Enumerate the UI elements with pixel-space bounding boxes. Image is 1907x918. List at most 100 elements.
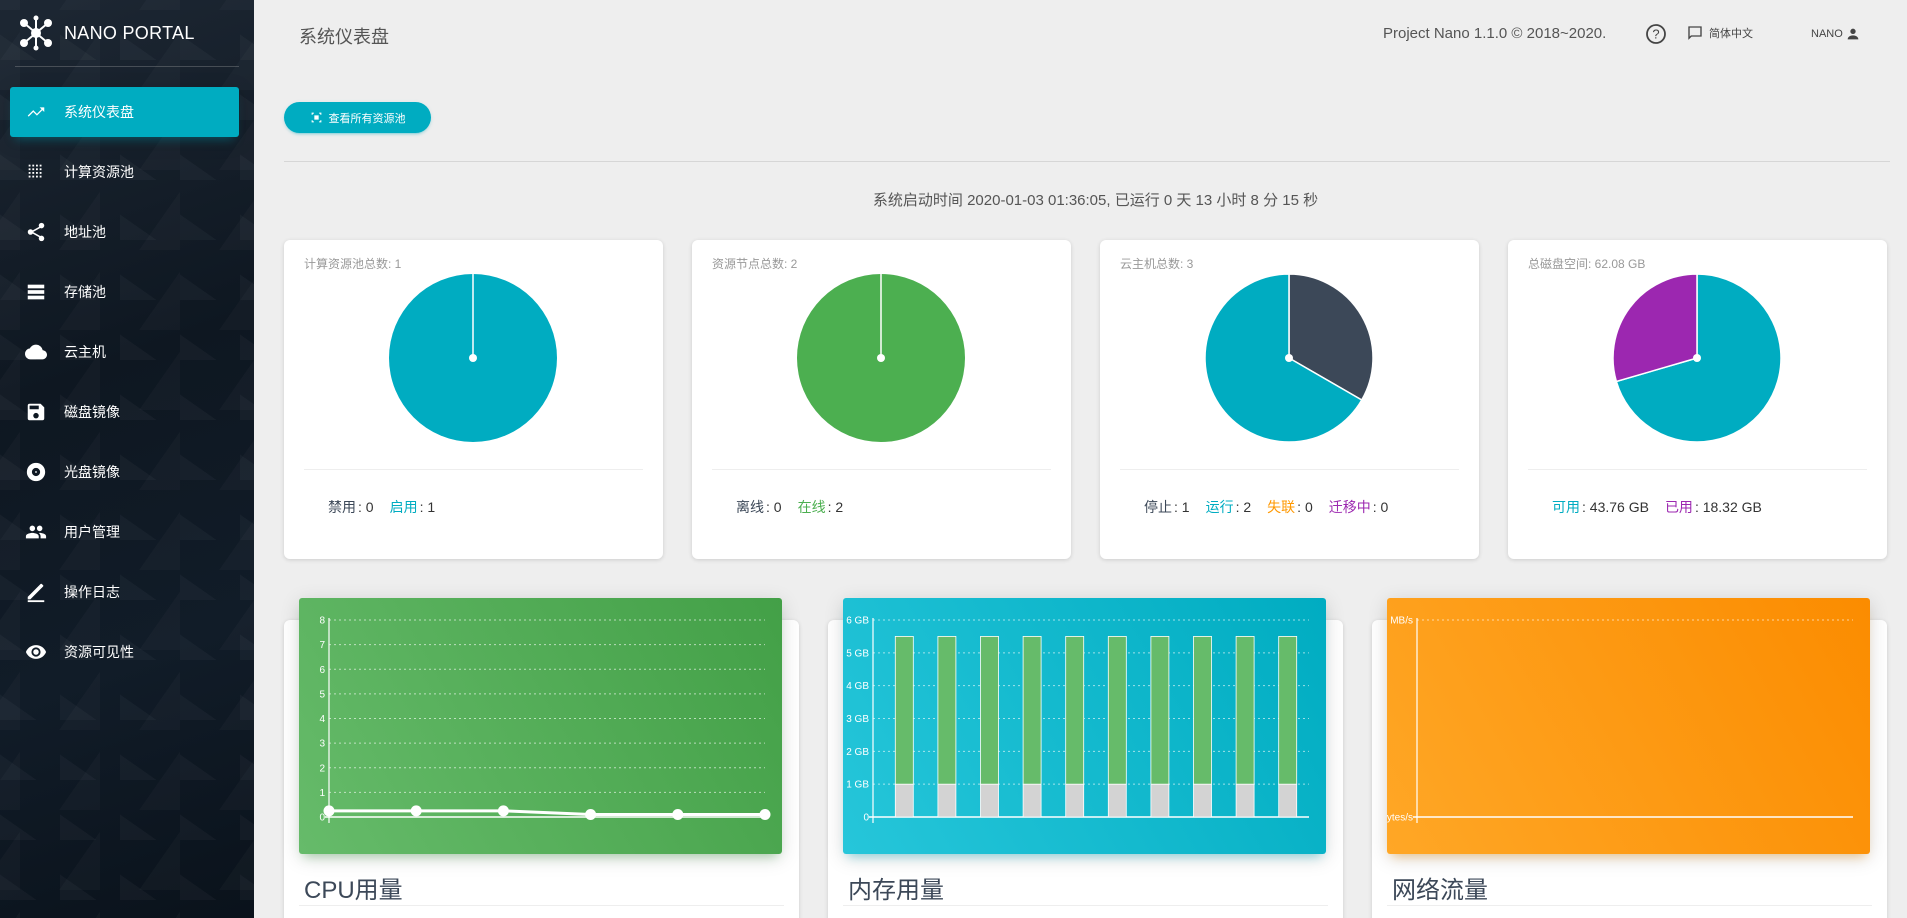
bar-segment — [980, 636, 999, 785]
y-tick-label: 6 GB — [846, 616, 869, 627]
memory-usage-card: 0 1 GB 2 GB 3 GB 4 GB 5 GB 6 GB 内存用量 — [828, 598, 1343, 918]
sidebar-item-compute-pools[interactable]: 计算资源池 — [10, 147, 239, 197]
network-traffic-card: 0 Bytes/s 1 MB/s 网络流量 — [1372, 598, 1887, 918]
bar-segment — [1065, 636, 1085, 785]
legend-label: 已用 — [1664, 499, 1693, 515]
bar-segment — [1022, 636, 1042, 785]
legend-value: 0 — [1304, 499, 1313, 515]
legend-item: 启用: 1 — [389, 499, 436, 515]
cpu-chart-panel: 0 1 2 3 4 5 6 7 8 — [299, 598, 782, 854]
bar-segment — [937, 783, 957, 818]
sidebar-item-storage-pools[interactable]: 存储池 — [10, 267, 239, 317]
sidebar-item-iso-images[interactable]: 光盘镜像 — [10, 447, 239, 497]
y-tick-label: 7 — [319, 640, 325, 651]
legend-value: 2 — [835, 499, 844, 515]
data-point — [672, 809, 684, 821]
sidebar-item-label: 系统仪表盘 — [64, 104, 134, 120]
legend-label: 可用 — [1552, 499, 1580, 515]
page-title: 系统仪表盘 — [299, 27, 389, 47]
y-tick-label: 5 — [319, 689, 325, 700]
card-caption: 总磁盘空间: 62.08 GB — [1528, 257, 1646, 271]
card-divider — [843, 905, 1328, 906]
legend-item: 可用: 43.76 GB — [1552, 499, 1649, 515]
instance-card: 云主机总数: 3 停止: 1 运行: 2 失联: 0 迁移中: 0 — [1100, 240, 1479, 559]
pool-icon — [311, 112, 321, 123]
legend-value: 2 — [1243, 499, 1252, 515]
memory-usage-chart: 0 1 GB 2 GB 3 GB 4 GB 5 GB 6 GB — [846, 616, 1309, 824]
save-disk-icon — [24, 400, 48, 424]
bar-segment — [1193, 636, 1212, 785]
legend-item: 运行: 2 — [1205, 499, 1252, 515]
legend-item: 迁移中: 0 — [1328, 499, 1389, 515]
eye-icon — [24, 640, 48, 664]
people-icon — [24, 520, 48, 544]
sidebar-item-users[interactable]: 用户管理 — [10, 507, 239, 557]
sidebar-item-logs[interactable]: 操作日志 — [10, 567, 239, 617]
person-icon — [1847, 28, 1859, 40]
help-icon[interactable]: ? — [1644, 22, 1668, 46]
user-name: NANO — [1811, 28, 1843, 40]
resource-node-pie — [797, 274, 965, 442]
legend-label: 运行 — [1205, 499, 1234, 515]
y-tick-label: 3 — [319, 739, 325, 750]
network-traffic-chart: 0 Bytes/s 1 MB/s — [1387, 616, 1853, 824]
sidebar-item-instances[interactable]: 云主机 — [10, 327, 239, 377]
bar-segment — [1022, 783, 1042, 818]
chart-title: 网络流量 — [1392, 877, 1488, 904]
user-menu-button[interactable]: NANO — [1811, 26, 1861, 42]
card-divider — [1387, 905, 1872, 906]
data-point — [323, 805, 335, 817]
bar-segment — [894, 783, 914, 818]
resource-node-card: 资源节点总数: 2 离线: 0 在线: 2 — [692, 240, 1071, 559]
disk-space-card: 总磁盘空间: 62.08 GB 可用: 43.76 GB 已用: 18.32 G… — [1508, 240, 1887, 559]
network-chart-panel: 0 Bytes/s 1 MB/s — [1387, 598, 1870, 854]
pie-center-dot — [1285, 354, 1293, 362]
legend-value: 43.76 GB — [1589, 499, 1649, 515]
pie-slice — [1288, 273, 1374, 402]
bar-segment — [1278, 783, 1298, 818]
compute-pool-pie — [389, 274, 557, 442]
sidebar-item-label: 操作日志 — [64, 584, 120, 600]
sidebar-item-label: 存储池 — [64, 284, 106, 300]
chart-title: 内存用量 — [848, 877, 944, 904]
bar-segment — [1150, 636, 1170, 785]
y-tick-label: 4 — [319, 714, 325, 725]
pie-slice — [1204, 273, 1363, 443]
sidebar-item-address-pools[interactable]: 地址池 — [10, 207, 239, 257]
series-line — [329, 809, 765, 817]
data-point — [497, 805, 509, 817]
sidebar-item-label: 磁盘镜像 — [64, 404, 120, 420]
legend-item: 禁用: 0 — [328, 499, 374, 515]
legend-item: 在线: 2 — [797, 499, 844, 515]
sidebar-item-dashboard[interactable]: 系统仪表盘 — [10, 87, 239, 137]
y-tick-label: 1 — [319, 788, 325, 799]
legend-value: 1 — [1181, 499, 1190, 515]
storage-list-icon — [24, 280, 48, 304]
y-tick-label: 4 GB — [846, 681, 869, 692]
legend-value: 18.32 GB — [1702, 499, 1762, 515]
brand[interactable]: NANO PORTAL — [0, 0, 254, 66]
view-all-pools-button[interactable]: 查看所有资源池 — [284, 102, 431, 133]
language-button[interactable]: 简体中文 — [1686, 24, 1753, 42]
legend-item: 失联: 0 — [1267, 499, 1313, 515]
legend-value: 1 — [427, 499, 436, 515]
brand-divider — [15, 66, 239, 67]
sidebar-item-visibility[interactable]: 资源可见性 — [10, 627, 239, 677]
data-point — [585, 809, 597, 821]
sidebar-item-disk-images[interactable]: 磁盘镜像 — [10, 387, 239, 437]
legend-item: 已用: 18.32 GB — [1664, 499, 1762, 515]
sidebar-item-label: 光盘镜像 — [64, 464, 120, 480]
bar-segment — [1193, 783, 1212, 818]
sidebar-item-label: 资源可见性 — [64, 644, 134, 660]
bar-segment — [1278, 636, 1298, 785]
grid-dots-icon — [24, 160, 48, 184]
view-all-pools-label: 查看所有资源池 — [328, 112, 406, 125]
cloud-icon — [24, 340, 48, 364]
bar-segment — [1107, 636, 1127, 785]
bar-segment — [1235, 636, 1255, 785]
svg-text:?: ? — [1652, 27, 1659, 42]
card-divider — [1528, 469, 1867, 470]
legend-label: 迁移中 — [1328, 499, 1371, 515]
card-legend: 停止: 1 运行: 2 失联: 0 迁移中: 0 — [1144, 497, 1388, 517]
y-tick-label: 0 — [863, 813, 869, 824]
